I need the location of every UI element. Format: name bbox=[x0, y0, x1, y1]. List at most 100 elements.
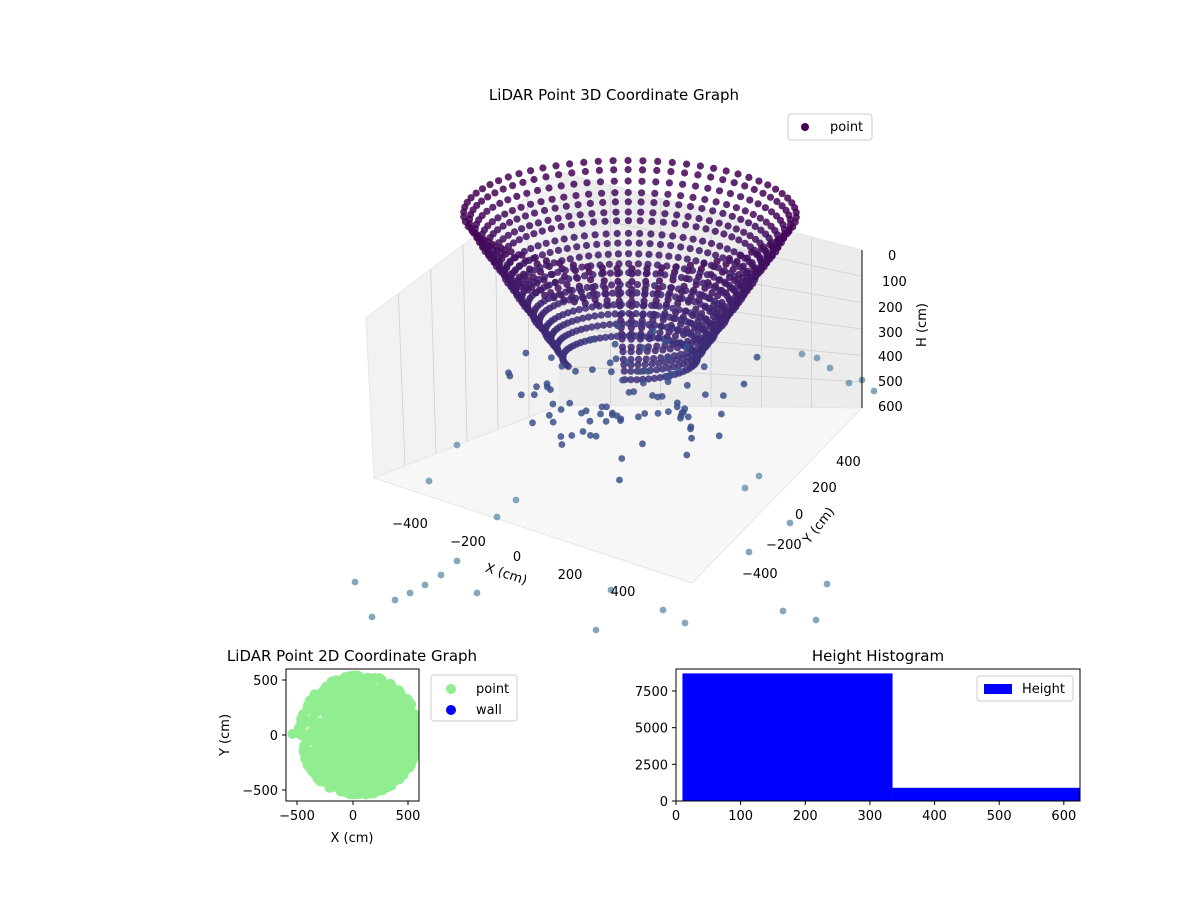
data-point-3d bbox=[565, 275, 573, 283]
data-point-3d bbox=[520, 247, 528, 256]
histogram-bar bbox=[892, 787, 1080, 801]
data-point-3d bbox=[602, 418, 610, 425]
data-point-3d bbox=[638, 177, 646, 185]
data-point-3d bbox=[586, 292, 594, 300]
data-point-2d bbox=[296, 713, 307, 724]
data-point-3d bbox=[606, 269, 615, 277]
data-point-3d bbox=[683, 343, 690, 350]
data-point-3d bbox=[530, 230, 538, 238]
data-point-3d bbox=[700, 259, 708, 267]
data-point-3d bbox=[526, 222, 534, 230]
data-point-3d bbox=[527, 200, 535, 208]
data-point-3d bbox=[545, 184, 553, 192]
z-axis-label-3d: H (cm) bbox=[915, 303, 930, 347]
data-point-3d bbox=[692, 305, 700, 313]
data-point-3d bbox=[501, 210, 509, 218]
data-point-3d bbox=[692, 223, 700, 231]
data-point-3d bbox=[741, 207, 749, 215]
data-point-3d bbox=[504, 196, 512, 204]
data-point-2d bbox=[330, 701, 340, 712]
data-point-3d bbox=[651, 189, 659, 197]
data-point-3d bbox=[540, 206, 549, 215]
data-point-3d bbox=[574, 201, 582, 209]
data-point-3d bbox=[766, 193, 775, 201]
data-point-3d bbox=[580, 158, 588, 166]
data-point-3d bbox=[666, 354, 673, 362]
data-point-2d bbox=[355, 691, 366, 702]
data-point-3d bbox=[692, 277, 701, 285]
data-point-3d bbox=[682, 221, 690, 229]
data-point-3d bbox=[671, 332, 680, 340]
data-point-3d bbox=[674, 299, 682, 307]
data-point-2d bbox=[324, 731, 335, 742]
data-point-3d bbox=[593, 291, 601, 299]
data-point-3d bbox=[637, 332, 645, 340]
data-point-3d bbox=[689, 235, 697, 243]
data-point-3d bbox=[719, 176, 727, 184]
data-point-3d bbox=[555, 171, 563, 179]
data-point-2d bbox=[329, 692, 340, 703]
data-point-3d bbox=[677, 243, 685, 251]
data-point-3d bbox=[560, 193, 568, 201]
data-point-3d bbox=[558, 362, 566, 370]
data-point-3d bbox=[680, 265, 689, 273]
outlier-point-3d bbox=[812, 616, 820, 624]
data-point-3d bbox=[773, 197, 781, 206]
data-point-3d bbox=[728, 212, 736, 220]
data-point-3d bbox=[637, 208, 645, 216]
data-point-3d bbox=[547, 270, 555, 279]
data-point-3d bbox=[659, 218, 668, 226]
data-point-3d bbox=[684, 213, 692, 221]
data-point-3d bbox=[681, 307, 689, 315]
data-point-2d bbox=[353, 673, 363, 684]
data-point-3d bbox=[578, 219, 586, 227]
data-point-3d bbox=[651, 347, 659, 355]
data-point-3d bbox=[591, 231, 599, 239]
data-point-3d bbox=[558, 257, 566, 265]
data-point-3d bbox=[664, 364, 672, 372]
data-point-3d bbox=[557, 182, 565, 190]
data-point-3d bbox=[521, 212, 530, 220]
outlier-point-3d bbox=[659, 606, 667, 614]
data-point-3d bbox=[658, 231, 666, 239]
outlier-point-3d bbox=[473, 589, 481, 597]
data-point-3d bbox=[752, 235, 760, 243]
data-point-3d bbox=[494, 214, 502, 222]
data-point-3d bbox=[543, 261, 551, 269]
data-point-3d bbox=[632, 320, 640, 328]
data-point-3d bbox=[723, 201, 731, 209]
data-point-3d bbox=[650, 199, 658, 207]
data-point-3d bbox=[753, 353, 761, 361]
y-axis-label-2d: Y (cm) bbox=[218, 714, 233, 757]
data-point-3d bbox=[604, 310, 612, 318]
plot-2d-title: LiDAR Point 2D Coordinate Graph bbox=[227, 647, 477, 665]
data-point-3d bbox=[710, 273, 718, 281]
data-point-3d bbox=[562, 288, 570, 296]
data-point-3d bbox=[614, 322, 622, 330]
x-tick-2d: 0 bbox=[349, 809, 357, 824]
data-point-3d bbox=[716, 242, 724, 250]
legend-marker-wall-2d bbox=[446, 705, 456, 715]
data-point-3d bbox=[572, 294, 580, 302]
data-point-3d bbox=[478, 185, 487, 193]
z-axis-ticks-3d: 0 100 200 300 400 500 600 bbox=[861, 249, 907, 415]
data-point-3d bbox=[599, 282, 607, 290]
data-point-3d bbox=[710, 164, 718, 172]
data-point-3d bbox=[510, 228, 519, 236]
data-point-3d bbox=[596, 261, 604, 269]
outlier-point-3d bbox=[425, 477, 433, 485]
data-point-3d bbox=[499, 222, 507, 230]
data-point-2d bbox=[383, 727, 394, 738]
data-point-3d bbox=[554, 246, 563, 254]
data-point-2d bbox=[376, 782, 387, 793]
data-point-3d bbox=[659, 283, 667, 291]
data-point-3d bbox=[527, 167, 535, 175]
data-point-3d bbox=[767, 222, 775, 230]
data-point-3d bbox=[677, 273, 686, 282]
data-point-3d bbox=[617, 289, 625, 297]
data-point-3d bbox=[709, 207, 717, 215]
data-point-3d bbox=[579, 314, 587, 322]
data-point-3d bbox=[735, 236, 743, 244]
data-point-3d bbox=[653, 166, 661, 175]
